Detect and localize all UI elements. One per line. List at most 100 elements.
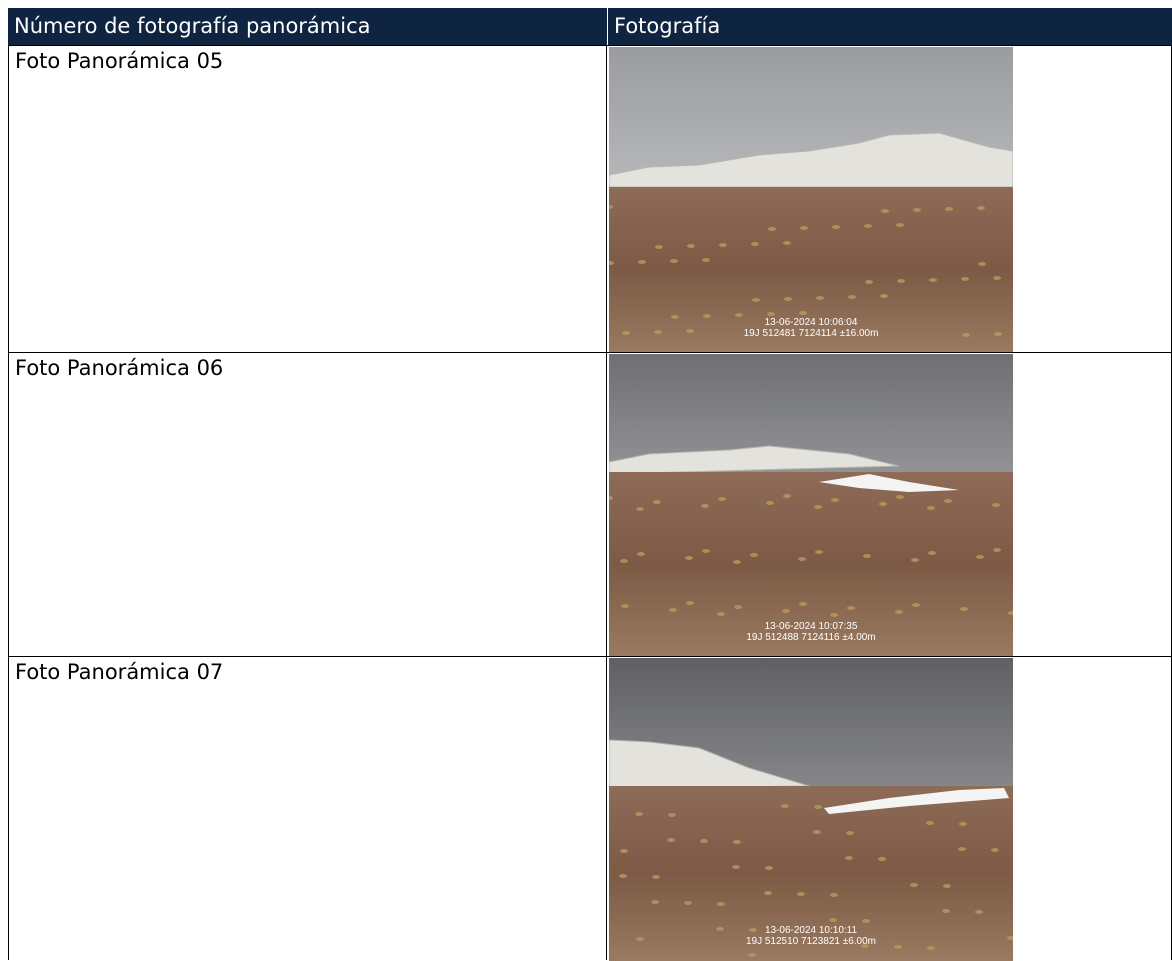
shrub <box>976 555 984 559</box>
shrub <box>926 821 934 825</box>
shrub <box>684 901 692 905</box>
shrub <box>895 610 903 614</box>
shrub <box>718 497 726 501</box>
shrub <box>862 919 870 923</box>
shrub <box>702 258 710 262</box>
shrub <box>636 507 644 511</box>
photo-stamp: 19J 512510 7123821 ±6.00m <box>746 936 876 947</box>
shrub <box>845 856 853 860</box>
shrub <box>748 953 756 957</box>
shrub <box>800 226 808 230</box>
shrub <box>686 601 694 605</box>
shrub <box>783 241 791 245</box>
shrub <box>609 261 614 265</box>
shrub <box>635 812 643 816</box>
shrub <box>958 847 966 851</box>
mountain <box>609 132 1013 188</box>
row-label: Foto Panorámica 07 <box>8 657 607 960</box>
shrub <box>781 804 789 808</box>
shrub <box>927 506 935 510</box>
shrub <box>636 937 644 941</box>
header-cell: Fotografía <box>607 8 1172 45</box>
shrub <box>620 559 628 563</box>
shrub <box>621 604 629 608</box>
shrub <box>733 840 741 844</box>
shrub <box>865 280 873 284</box>
shrub <box>913 208 921 212</box>
shrub <box>783 494 791 498</box>
shrub <box>896 223 904 227</box>
shrub <box>880 294 888 298</box>
shrub <box>829 918 837 922</box>
shrub <box>912 603 920 607</box>
shrub <box>799 311 807 315</box>
shrub <box>816 296 824 300</box>
shrub <box>831 498 839 502</box>
shrub <box>814 805 822 809</box>
shrub <box>750 553 758 557</box>
shrub <box>1008 611 1013 615</box>
shrub <box>928 551 936 555</box>
table-row: Foto Panorámica 07 13-06-2024 10:10:11 19J… <box>8 656 1172 961</box>
shrub <box>945 207 953 211</box>
shrub <box>797 892 805 896</box>
shrub <box>879 502 887 506</box>
shrub <box>717 612 725 616</box>
document: Número de fotografía panorámica Fotograf… <box>8 8 1172 961</box>
shrub <box>878 857 886 861</box>
shrub <box>732 865 740 869</box>
shrub <box>700 839 708 843</box>
shrub <box>717 902 725 906</box>
shrub <box>813 830 821 834</box>
shrub <box>846 831 854 835</box>
shrub <box>897 279 905 283</box>
shrub <box>638 260 646 264</box>
shrub <box>734 605 742 609</box>
shrub <box>962 333 970 337</box>
ground <box>609 786 1013 961</box>
table-row: Foto Panorámica 05 13-06-2024 10:06:04 19J… <box>8 45 1172 353</box>
shrub <box>830 613 838 617</box>
shrub <box>911 558 919 562</box>
shrub <box>703 314 711 318</box>
shrub <box>687 244 695 248</box>
shrub <box>961 277 969 281</box>
shrub <box>685 556 693 560</box>
shrub <box>686 329 694 333</box>
shrub <box>667 838 675 842</box>
shrub <box>655 245 663 249</box>
shrub <box>766 501 774 505</box>
shrub <box>637 552 645 556</box>
shrub <box>702 549 710 553</box>
shrub <box>784 297 792 301</box>
shrub <box>654 330 662 334</box>
shrub <box>929 278 937 282</box>
shrub <box>815 550 823 554</box>
shrub <box>735 313 743 317</box>
shrub <box>910 883 918 887</box>
photo-stamp: 19J 512488 7124116 ±4.00m <box>746 632 875 643</box>
shrub <box>863 554 871 558</box>
shrub <box>896 495 904 499</box>
shrub <box>830 893 838 897</box>
shrub <box>751 242 759 246</box>
shrub <box>960 607 968 611</box>
shrub <box>620 849 628 853</box>
shrub <box>994 332 1002 336</box>
shrub <box>716 927 724 931</box>
shrub <box>752 298 760 302</box>
snow <box>819 474 959 492</box>
shrub <box>719 243 727 247</box>
shrub <box>1007 936 1013 940</box>
shrub <box>609 205 613 209</box>
shrub <box>864 224 872 228</box>
shrub <box>848 295 856 299</box>
photo-stamp: 13-06-2024 10:06:04 <box>765 317 858 328</box>
shrub <box>782 609 790 613</box>
shrub <box>978 262 986 266</box>
snow <box>824 788 1009 814</box>
shrub <box>799 602 807 606</box>
shrub <box>847 606 855 610</box>
